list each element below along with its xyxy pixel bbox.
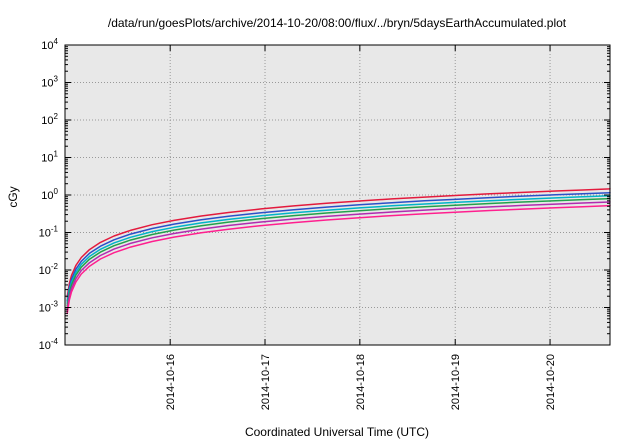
series-line-series-2 — [66, 191, 611, 302]
x-tick-label: 2014-10-20 — [545, 354, 557, 410]
y-tick-label: 102 — [41, 112, 58, 127]
y-tick-label: 101 — [41, 150, 58, 165]
y-tick-label: 10-3 — [39, 300, 59, 315]
series-line-series-3 — [66, 195, 611, 304]
y-axis-label: cGy — [6, 186, 20, 207]
series-line-series-4 — [66, 197, 611, 307]
x-tick-label: 2014-10-19 — [450, 354, 462, 410]
y-tick-label: 10-4 — [39, 337, 59, 352]
y-tick-label: 10-2 — [39, 262, 59, 277]
series-line-series-1 — [66, 188, 611, 298]
x-tick-label: 2014-10-16 — [165, 354, 177, 410]
x-axis-label: Coordinated Universal Time (UTC) — [245, 425, 429, 439]
series-line-series-6 — [66, 204, 611, 315]
y-tick-label: 10-1 — [39, 225, 59, 240]
x-tick-label: 2014-10-18 — [355, 354, 367, 410]
plot-layers: 104 103 102 101 100 10-1 10-2 10-3 10-4 2014-10-1… — [39, 37, 611, 410]
y-tick-label: 100 — [41, 187, 58, 202]
y-tick-label: 104 — [41, 37, 58, 52]
chart-title: /data/run/goesPlots/archive/2014-10-20/0… — [108, 16, 567, 30]
series-line-series-5 — [66, 201, 611, 311]
y-tick-label: 103 — [41, 75, 58, 90]
x-tick-label: 2014-10-17 — [260, 354, 272, 410]
